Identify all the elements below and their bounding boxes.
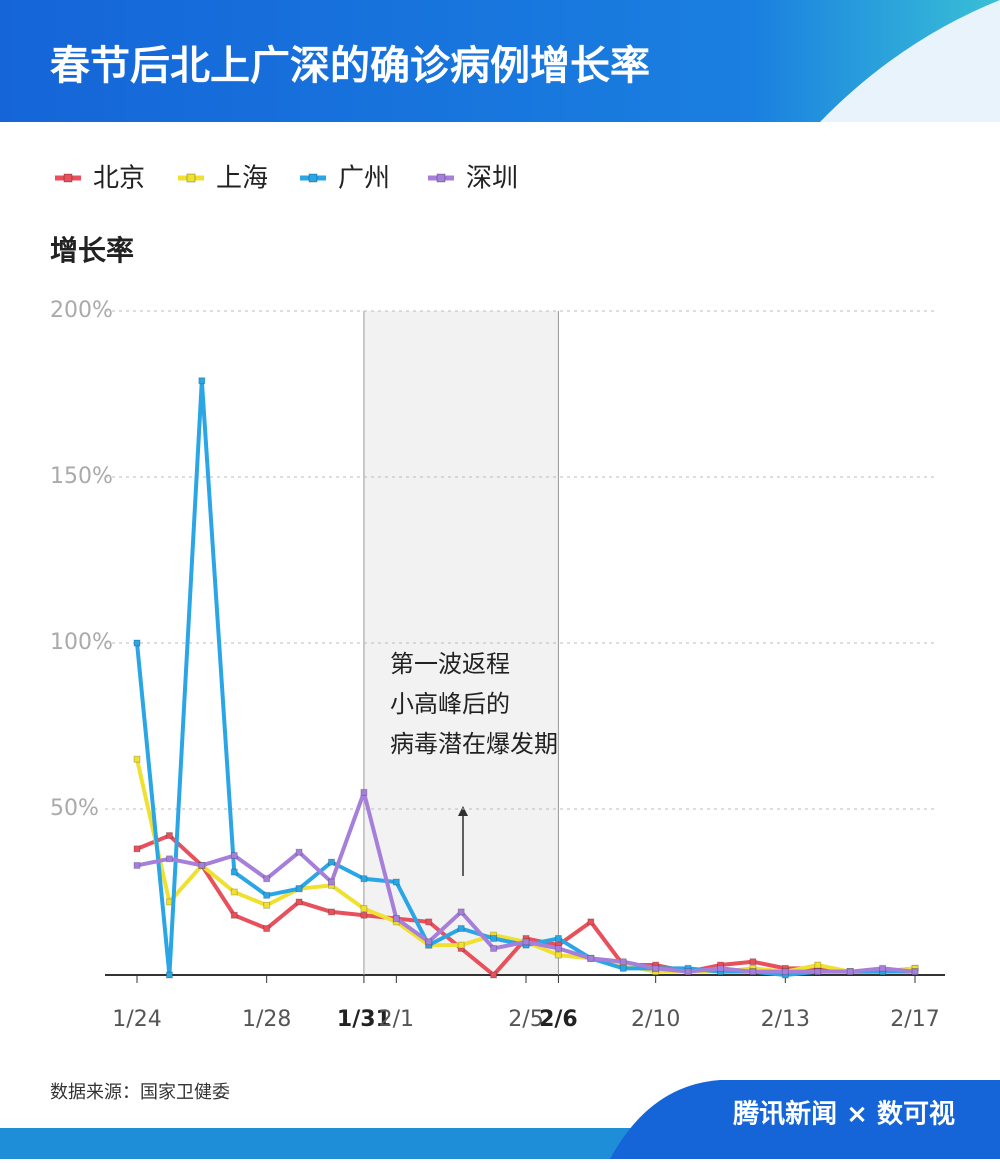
y-tick-label: 200%: [50, 298, 113, 323]
point: [490, 934, 498, 942]
point: [198, 861, 206, 869]
point: [360, 875, 368, 883]
point: [263, 925, 271, 933]
footer-brand-band: [610, 1080, 1000, 1159]
point: [165, 971, 173, 979]
point: [360, 788, 368, 796]
point: [392, 915, 400, 923]
annotation: 病毒潜在爆发期: [390, 730, 558, 758]
point: [652, 964, 660, 972]
header-band: [0, 0, 1000, 122]
point: [165, 855, 173, 863]
point: [133, 845, 141, 853]
y-tick-label: 50%: [50, 796, 99, 821]
point: [554, 934, 562, 942]
x-tick-label: 1/24: [112, 1007, 161, 1032]
point: [879, 964, 887, 972]
point: [133, 861, 141, 869]
legend-marker: [63, 173, 73, 183]
annotation: 第一波返程: [390, 650, 510, 678]
point: [295, 885, 303, 893]
legend-label: 北京: [93, 164, 145, 194]
point: [133, 639, 141, 647]
point: [814, 968, 822, 976]
point: [328, 908, 335, 916]
point: [263, 901, 271, 909]
point: [619, 964, 627, 972]
annotation-arrowhead: [458, 806, 468, 816]
point: [230, 868, 238, 876]
point: [425, 918, 433, 926]
point: [814, 961, 822, 969]
point: [230, 851, 238, 859]
legend-label: 广州: [338, 164, 390, 194]
y-tick-label: 100%: [50, 630, 113, 655]
point: [717, 964, 724, 972]
point: [457, 941, 465, 949]
point: [360, 905, 368, 913]
point: [392, 878, 400, 886]
point: [457, 925, 465, 933]
point: [749, 968, 757, 976]
point: [295, 898, 303, 906]
header-curve: [820, 0, 1000, 122]
point: [490, 944, 498, 952]
annotation: 小高峰后的: [390, 690, 510, 718]
legend-marker: [308, 173, 318, 183]
point: [198, 377, 206, 385]
legend-marker: [436, 173, 446, 183]
point: [619, 958, 627, 966]
x-tick-label: 2/5: [508, 1007, 543, 1032]
point: [165, 832, 173, 840]
point: [133, 755, 141, 763]
point: [230, 911, 238, 919]
point: [328, 878, 335, 886]
legend-label: 上海: [216, 164, 268, 194]
x-tick-label: 2/13: [761, 1007, 810, 1032]
point: [587, 918, 595, 926]
point: [749, 958, 757, 966]
point: [425, 938, 433, 946]
x-tick-label: 1/31: [337, 1007, 391, 1032]
point: [684, 968, 692, 976]
x-tick-label: 2/6: [539, 1007, 578, 1032]
point: [457, 908, 465, 916]
x-tick-label: 2/17: [890, 1007, 939, 1032]
legend-label: 深圳: [466, 164, 518, 194]
point: [522, 938, 530, 946]
point: [360, 911, 368, 919]
point: [263, 891, 271, 899]
point: [490, 971, 498, 979]
brand: 腾讯新闻 × 数可视: [733, 1099, 955, 1130]
point: [554, 944, 562, 952]
point: [263, 875, 271, 883]
x-tick-label: 2/1: [379, 1007, 414, 1032]
point: [781, 968, 789, 976]
chart-title: 春节后北上广深的确诊病例增长率: [50, 43, 650, 89]
point: [911, 968, 919, 976]
x-tick-label: 2/10: [631, 1007, 680, 1032]
source: 数据来源：国家卫健委: [50, 1082, 230, 1103]
point: [846, 968, 854, 976]
y-axis-label: 增长率: [50, 234, 134, 267]
x-tick-label: 1/28: [242, 1007, 291, 1032]
point: [587, 954, 595, 962]
point: [230, 888, 238, 896]
point: [328, 858, 335, 866]
legend-marker: [186, 173, 196, 183]
y-tick-label: 150%: [50, 464, 113, 489]
point: [295, 848, 303, 856]
point: [554, 951, 562, 959]
